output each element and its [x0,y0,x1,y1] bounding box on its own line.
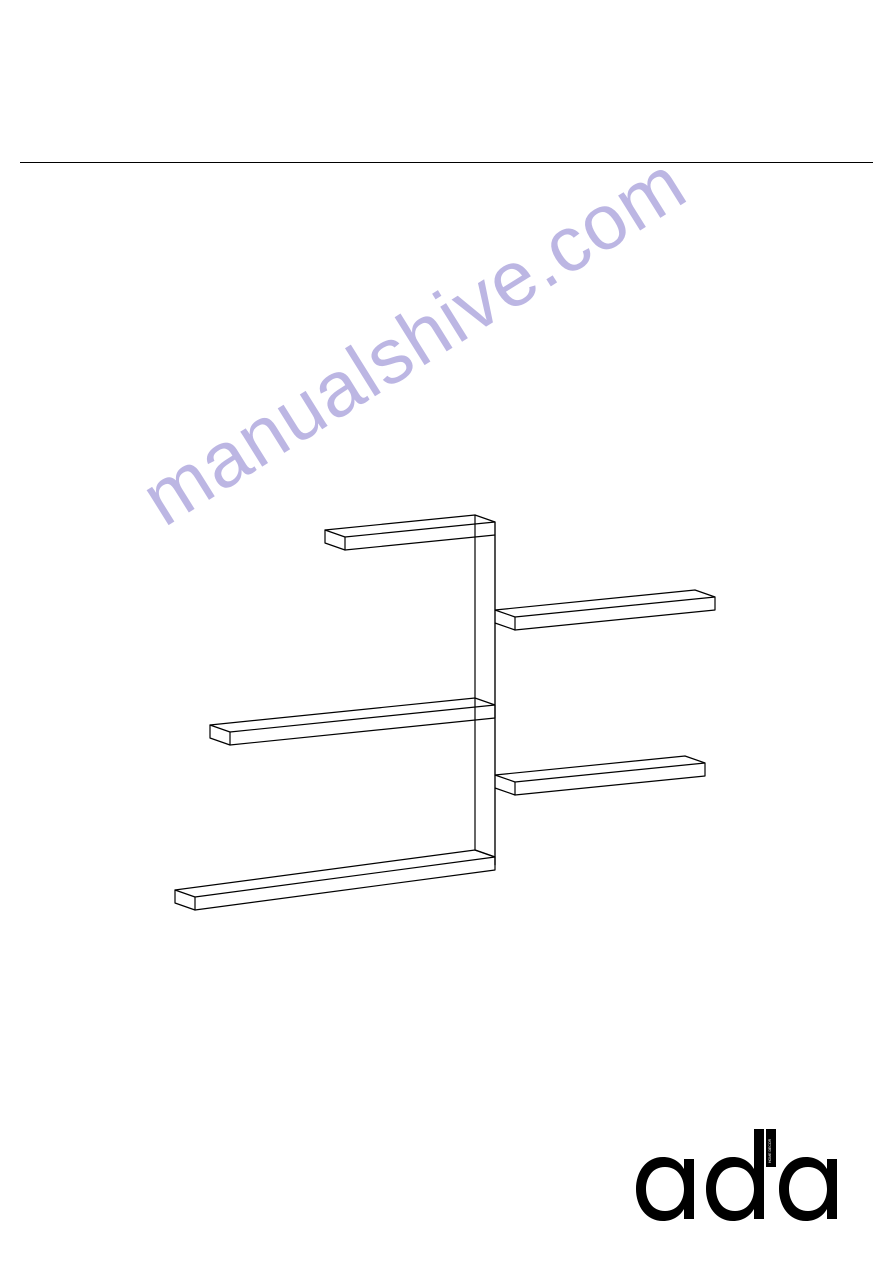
top-divider-rule [20,162,873,163]
page-container: manualshive.com HOME DECOR [0,0,893,1262]
shelf-furniture-diagram [155,480,735,960]
brand-logo: HOME DECOR [628,1127,848,1227]
logo-subtext: HOME DECOR [768,1138,772,1163]
